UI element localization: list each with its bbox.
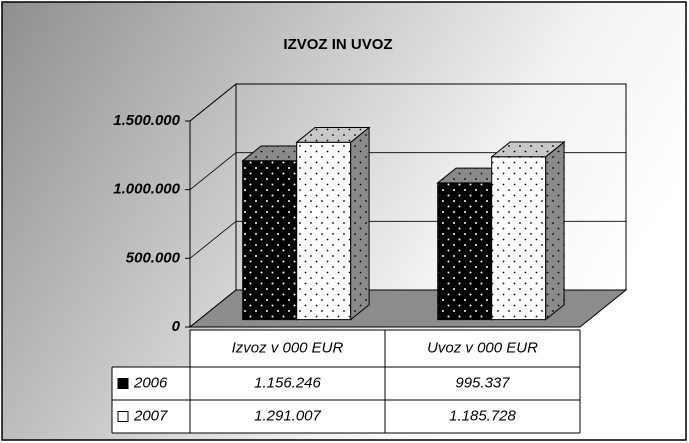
bar-top	[490, 141, 566, 158]
y-tick-label: 500.000	[126, 249, 181, 266]
y-tick-label: 1.500.000	[113, 112, 180, 129]
x-tick-label: Uvoz v 000 EUR	[427, 339, 538, 356]
data-label: 1.291.007	[254, 407, 321, 424]
grid-line	[189, 83, 626, 122]
bar-front	[491, 156, 547, 321]
chart-title: IZVOZ IN UVOZ	[283, 36, 392, 53]
bar-front	[242, 160, 298, 321]
data-label: 995.337	[455, 374, 510, 391]
bar-front	[437, 182, 493, 321]
y-tick-label: 0	[172, 318, 181, 335]
data-label: 1.185.728	[449, 407, 516, 424]
bar-side	[350, 126, 370, 321]
legend-label: 2007	[133, 407, 168, 424]
y-tick-label: 1.000.000	[113, 181, 180, 198]
legend-key	[117, 411, 129, 422]
bar-front	[296, 141, 352, 321]
x-tick-label: Izvoz v 000 EUR	[232, 339, 344, 356]
bar-top	[295, 127, 371, 143]
legend-key	[117, 378, 129, 389]
bar-side	[545, 140, 565, 321]
data-label: 1.156.246	[254, 374, 321, 391]
legend-label: 2006	[133, 374, 168, 391]
